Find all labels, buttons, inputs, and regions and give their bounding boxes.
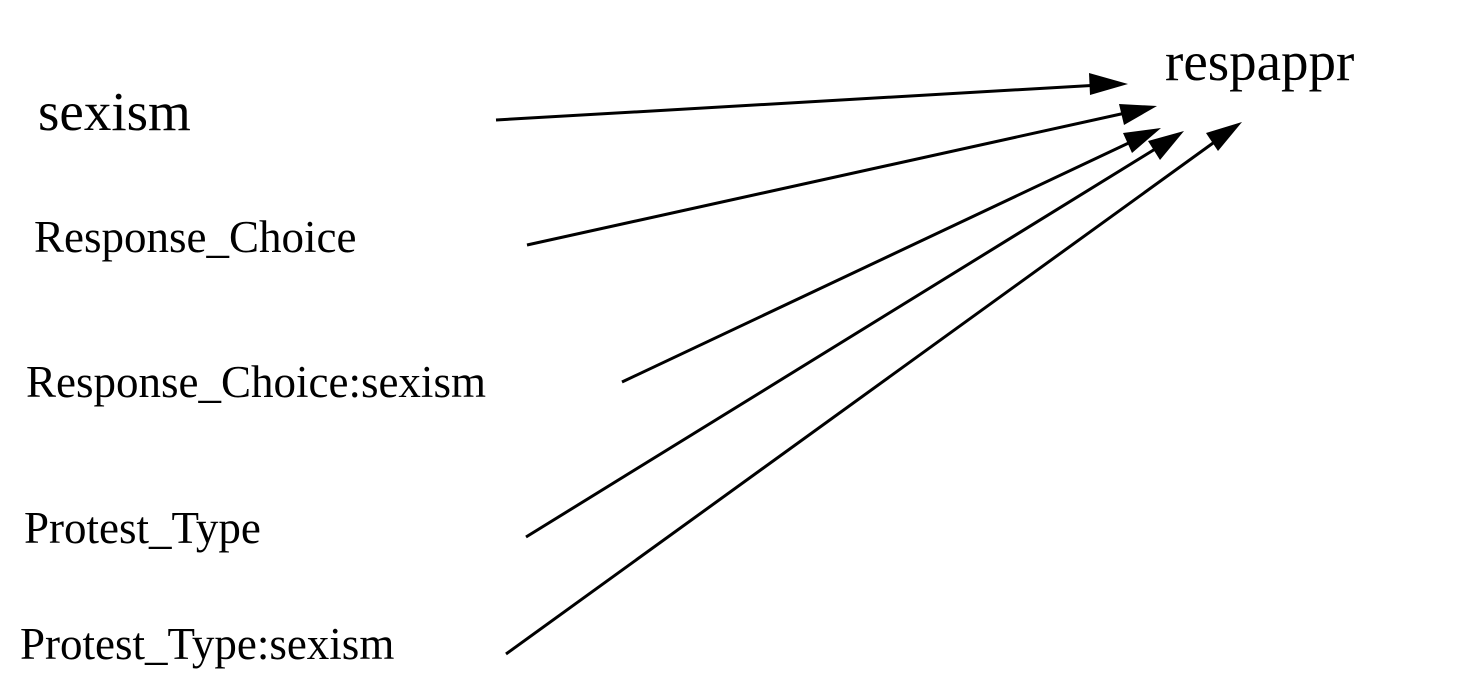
edge-line (525, 144, 1161, 539)
edge-sexism-to-respappr (495, 73, 1128, 122)
predictor-label-sexism: sexism (38, 81, 191, 142)
predictor-label-protest-type: Protest_Type (24, 503, 261, 553)
edge-line (621, 138, 1136, 384)
arrowhead (1206, 122, 1242, 151)
target-label-respappr: respappr (1165, 31, 1354, 92)
nodes: respappr sexism Response_Choice Response… (20, 31, 1354, 669)
predictor-label-protest-type-sexism: Protest_Type:sexism (20, 619, 394, 669)
predictor-label-response-choice-sexism: Response_Choice:sexism (26, 357, 486, 407)
arrowhead (1148, 131, 1184, 160)
edges (495, 73, 1242, 656)
edge-line (505, 136, 1221, 656)
edge-response-choice-to-respappr (526, 104, 1157, 247)
arrowhead (1123, 128, 1161, 153)
edge-protest-type-to-respappr (525, 131, 1184, 539)
edge-protest-type-sexism-to-respappr (505, 122, 1242, 656)
edge-response-choice-sexism-to-respappr (621, 128, 1161, 384)
edge-line (495, 83, 1101, 122)
edge-line (526, 110, 1131, 247)
arrowhead (1089, 73, 1128, 95)
arrowhead (1119, 104, 1157, 125)
predictor-label-response-choice: Response_Choice (34, 212, 356, 262)
